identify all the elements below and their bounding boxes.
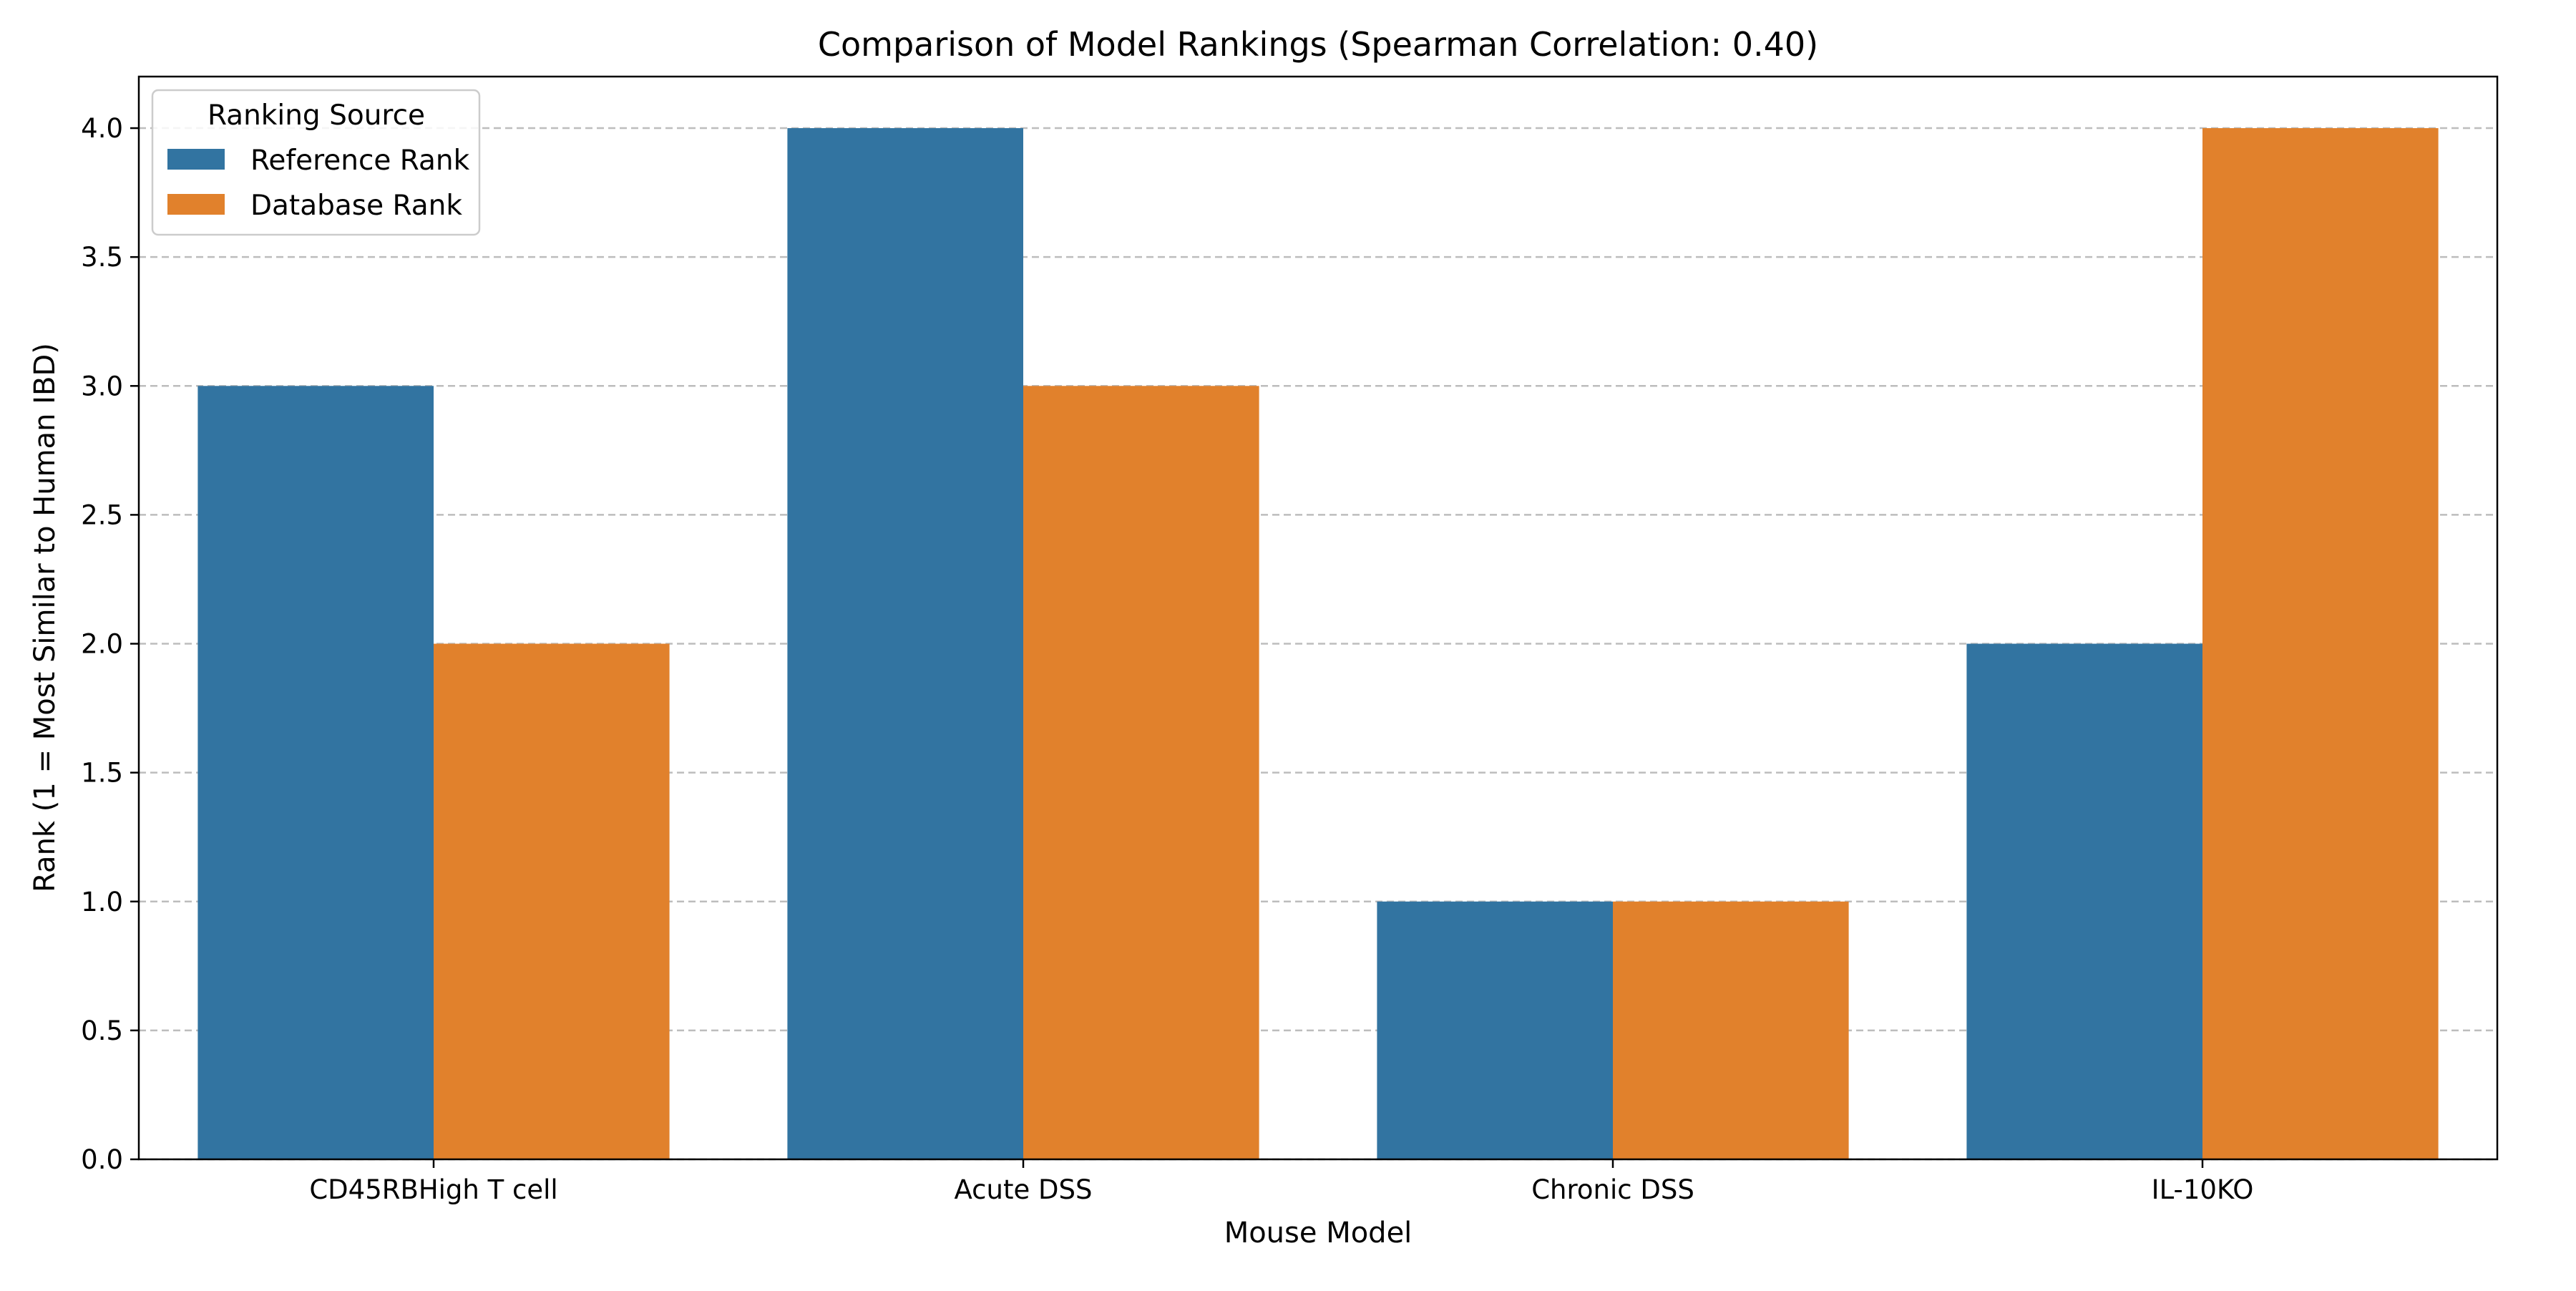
y-axis-ticks: 0.0 0.5 1.0 1.5 2.0 2.5 3.0 3.5 4.0 bbox=[81, 113, 139, 1175]
chart-title: Comparison of Model Rankings (Spearman C… bbox=[818, 25, 1818, 64]
y-tick-label: 1.5 bbox=[81, 758, 123, 789]
legend-items: Reference Rank Database Rank bbox=[167, 145, 470, 222]
x-tick-label: Chronic DSS bbox=[1531, 1174, 1694, 1205]
x-tick-label: Acute DSS bbox=[955, 1174, 1093, 1205]
legend-title: Ranking Source bbox=[208, 99, 425, 132]
y-tick-label: 3.5 bbox=[81, 242, 123, 273]
legend: Ranking Source Reference Rank Database Ra… bbox=[151, 89, 481, 236]
y-tick-label: 4.0 bbox=[81, 113, 123, 144]
legend-box bbox=[151, 89, 481, 236]
bar-reference-rank-4 bbox=[1966, 643, 2202, 1159]
x-axis-label: Mouse Model bbox=[1224, 1217, 1413, 1249]
y-tick-label: 2.5 bbox=[81, 500, 123, 530]
y-tick-label: 2.0 bbox=[81, 629, 123, 660]
bar-database-rank-4 bbox=[2202, 128, 2439, 1160]
bar-database-rank-1 bbox=[434, 643, 670, 1159]
legend-label-2: Database Rank bbox=[250, 190, 462, 222]
x-axis-ticks: CD45RBHigh T cell Acute DSS Chronic DSS IL-… bbox=[309, 1159, 2253, 1205]
legend-label-1: Reference Rank bbox=[250, 145, 470, 177]
x-tick-label: CD45RBHigh T cell bbox=[309, 1174, 557, 1205]
plot-frame bbox=[137, 75, 2499, 1161]
y-axis-label: Rank (1 = Most Similar to Human IBD) bbox=[29, 343, 62, 892]
bar-reference-rank-2 bbox=[787, 128, 1023, 1160]
x-tick-label: IL-10KO bbox=[2152, 1174, 2254, 1205]
y-tick-label: 3.0 bbox=[81, 371, 123, 401]
legend-swatch-2 bbox=[167, 194, 225, 215]
bar-database-rank-2 bbox=[1023, 386, 1259, 1160]
bar-database-rank-3 bbox=[1613, 901, 1849, 1159]
bar-reference-rank-3 bbox=[1377, 901, 1613, 1159]
y-tick-label: 0.0 bbox=[81, 1144, 123, 1175]
bars bbox=[197, 128, 2439, 1160]
bar-reference-rank-1 bbox=[197, 386, 434, 1160]
legend-swatch-1 bbox=[167, 149, 225, 170]
y-tick-label: 0.5 bbox=[81, 1015, 123, 1046]
y-tick-label: 1.0 bbox=[81, 887, 123, 917]
